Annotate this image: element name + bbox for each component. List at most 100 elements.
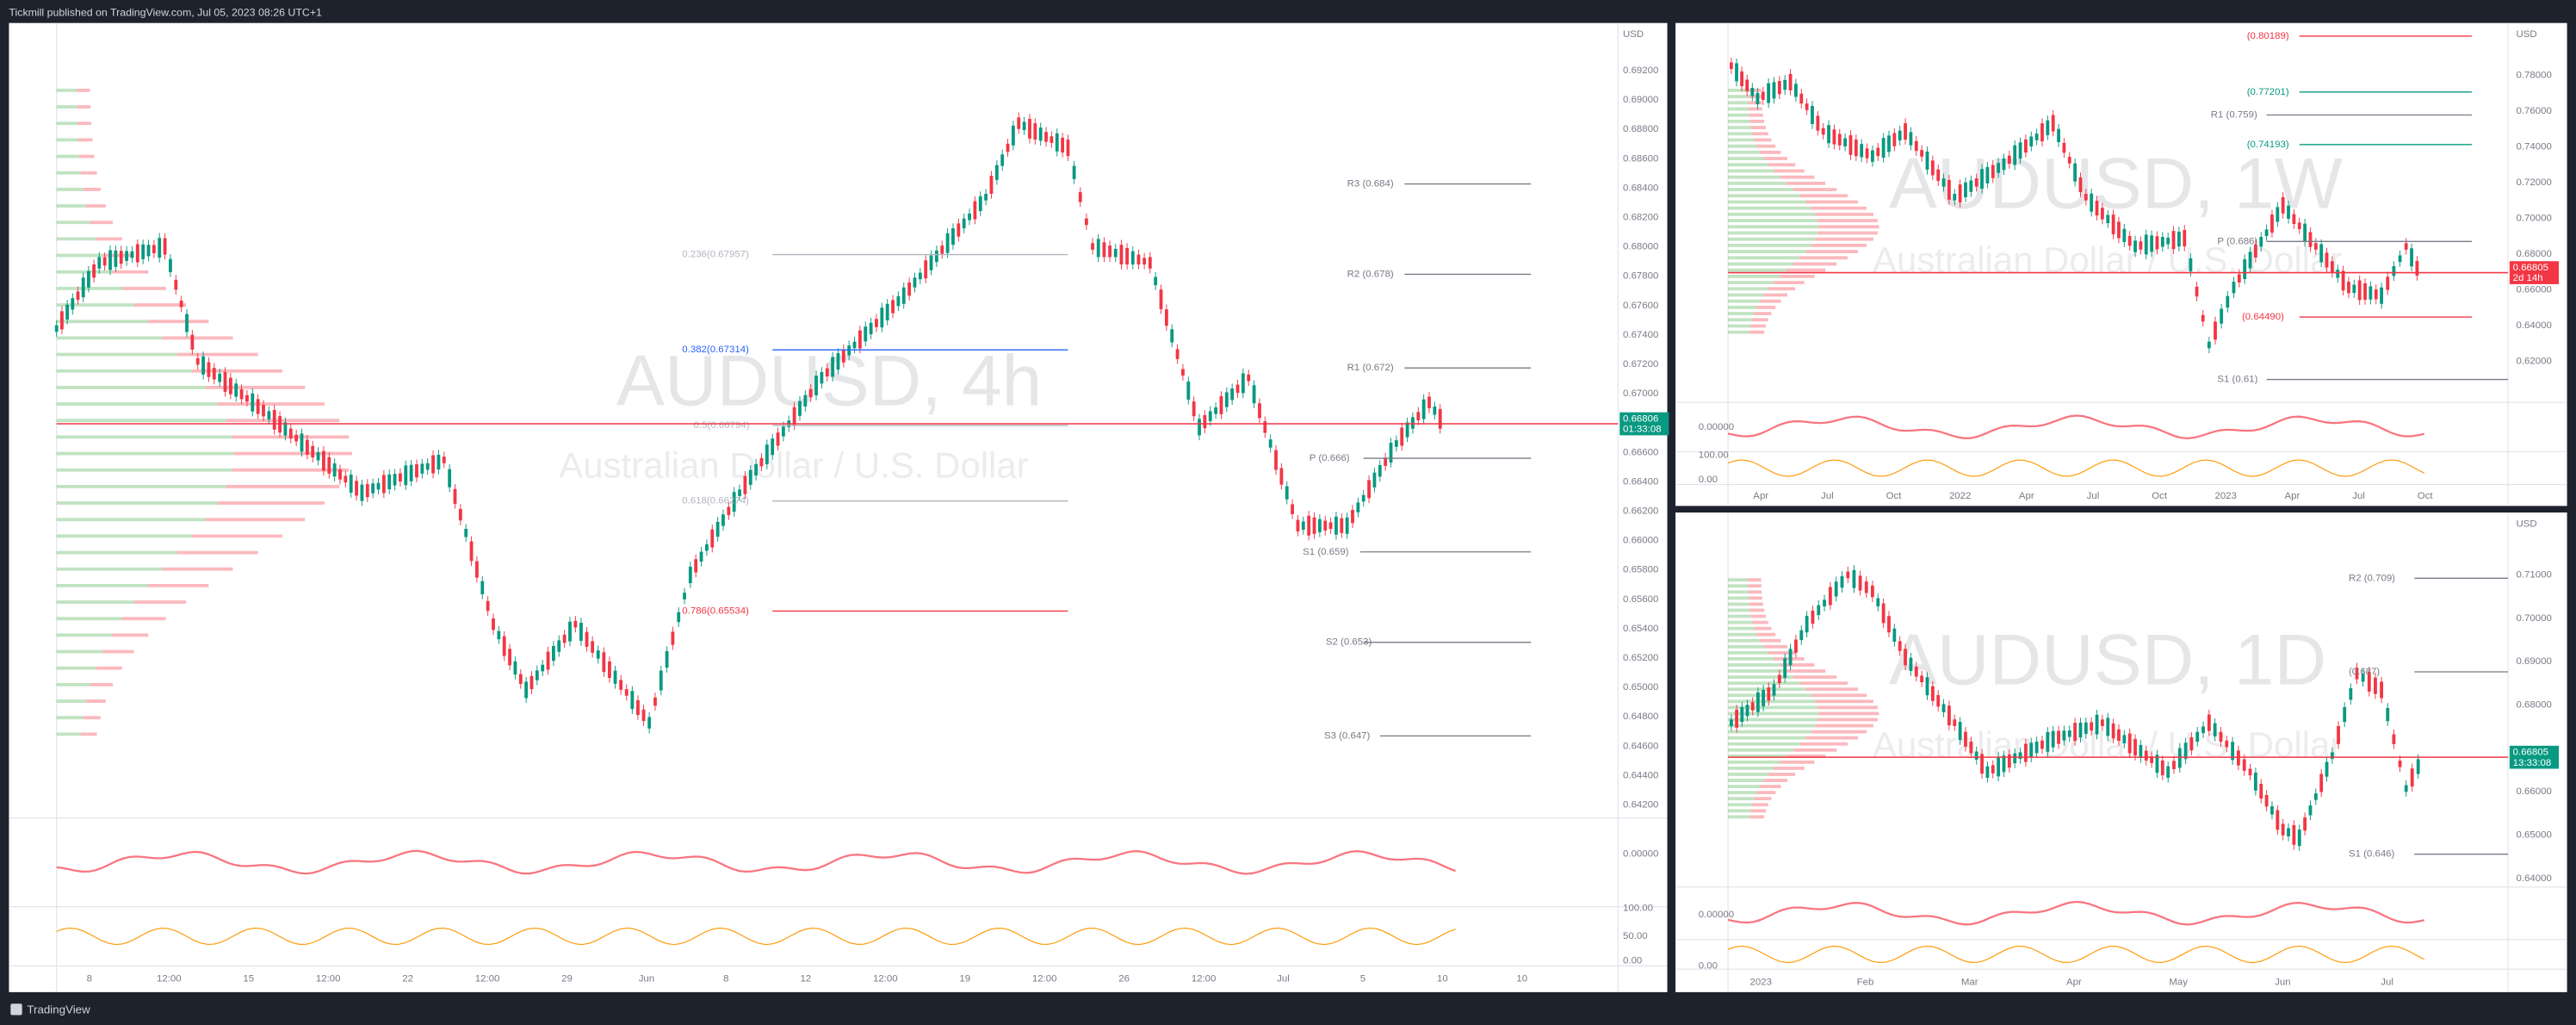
candle-body xyxy=(1991,165,1995,178)
candle-body xyxy=(2325,252,2329,268)
price-tag xyxy=(1619,412,1669,436)
oscillator-line xyxy=(1727,900,2424,926)
candle-body xyxy=(497,631,501,640)
candle-body xyxy=(1827,125,1830,144)
time-axis-label: Jun xyxy=(639,974,654,985)
volume-profile-bar xyxy=(1763,779,1788,782)
candle-body xyxy=(1258,403,1261,419)
volume-profile-bar xyxy=(56,732,81,736)
volume-profile-bar xyxy=(1786,181,1826,185)
candle-body xyxy=(2084,722,2088,735)
candle-body xyxy=(355,481,358,496)
candle-body xyxy=(1394,440,1398,447)
candle-body xyxy=(1066,140,1070,157)
candle-body xyxy=(2319,244,2324,263)
volume-profile-bar xyxy=(1728,767,1774,770)
candle-body xyxy=(2313,793,2318,800)
volume-profile-bar xyxy=(1728,742,1800,746)
volume-profile-bar xyxy=(1815,724,1873,728)
candle-body xyxy=(1050,136,1054,143)
candle-body xyxy=(1985,166,1990,183)
volume-profile-bar xyxy=(111,633,149,637)
candle-body xyxy=(738,489,741,496)
level-label: 0.382(0.67314) xyxy=(682,345,749,355)
volume-profile-bar xyxy=(56,468,232,472)
volume-profile-bar xyxy=(1728,638,1760,643)
volume-profile-bar xyxy=(1728,650,1768,655)
volume-profile-bar xyxy=(1728,169,1774,173)
candle-body xyxy=(568,621,572,642)
candle-body xyxy=(1085,218,1088,226)
time-axis-label: 2023 xyxy=(2215,491,2237,501)
candle-body xyxy=(1772,82,1776,99)
volume-profile-bar xyxy=(1759,785,1781,789)
volume-profile-bar xyxy=(1780,175,1815,179)
currency: USD xyxy=(2516,519,2536,529)
candle-body xyxy=(1964,182,1967,197)
volume-profile-bar xyxy=(1728,138,1755,142)
volume-profile-bar xyxy=(1780,663,1815,667)
time-axis-label: 19 xyxy=(959,974,970,985)
candle-body xyxy=(546,651,550,670)
volume-profile-bar xyxy=(1728,126,1751,129)
candle-body xyxy=(1125,247,1130,265)
publisher: Tickmill published on TradingView.com, J… xyxy=(9,7,322,19)
candle-body xyxy=(332,463,337,477)
candle-body xyxy=(2253,772,2257,791)
volume-profile-bar xyxy=(111,270,149,274)
volume-profile-bar xyxy=(102,649,134,654)
volume-profile-bar xyxy=(56,187,84,191)
volume-profile-bar xyxy=(1728,803,1753,807)
volume-profile-bar xyxy=(1799,256,1848,260)
price-tag xyxy=(2509,261,2560,284)
volume-profile-bar xyxy=(1786,669,1826,673)
candle-body xyxy=(1848,135,1853,155)
volume-profile-bar xyxy=(1811,243,1867,247)
volume-profile-bar xyxy=(1728,119,1750,123)
candle-body xyxy=(54,325,59,332)
volume-profile-bar xyxy=(1728,779,1764,782)
volume-profile-bar xyxy=(1728,809,1751,813)
candle-body xyxy=(1858,575,1862,591)
volume-profile-bar xyxy=(1763,157,1788,160)
candle-body xyxy=(2002,158,2006,171)
candle-body xyxy=(1762,689,1765,707)
candle-body xyxy=(146,245,151,257)
volume-profile-bar xyxy=(1780,760,1815,764)
volume-profile-bar xyxy=(1728,578,1749,582)
volume-profile-bar xyxy=(121,286,166,290)
candle-body xyxy=(1285,486,1289,500)
candle-body xyxy=(1317,519,1322,532)
candle-body xyxy=(2352,284,2356,294)
candle-body xyxy=(1777,674,1781,684)
candle-body xyxy=(344,475,348,483)
candle-body xyxy=(901,287,906,304)
time-axis-label: May xyxy=(2169,977,2188,987)
time-axis-label: Mar xyxy=(1961,977,1978,987)
volume-profile-bar xyxy=(1817,718,1878,722)
candle-body xyxy=(2029,742,2034,758)
candle-body xyxy=(596,650,600,659)
candle-body xyxy=(1389,443,1393,463)
candle-body xyxy=(2018,752,2022,760)
volume-profile-bar xyxy=(1728,644,1764,649)
candle-body xyxy=(404,465,408,486)
candle-body xyxy=(934,250,938,263)
candle-body xyxy=(158,238,162,258)
panels: AUDUSD, 4h Australian Dollar / U.S. Dolla… xyxy=(9,22,2567,992)
candle-body xyxy=(613,670,617,684)
candle-body xyxy=(2013,145,2017,165)
volume-profile-bar xyxy=(1752,318,1768,322)
candle-body xyxy=(420,463,424,474)
candle-body xyxy=(2095,714,2099,735)
volume-profile-bar xyxy=(56,419,226,423)
candle-body xyxy=(1729,62,1733,70)
candle-body xyxy=(212,368,216,380)
candle-body xyxy=(1312,517,1316,534)
candle-body xyxy=(1136,254,1141,265)
candle-body xyxy=(1241,373,1245,394)
candle-body xyxy=(262,405,265,417)
candle-body xyxy=(984,194,988,201)
volume-profile-bar xyxy=(1748,88,1762,92)
candle-body xyxy=(2303,223,2307,242)
